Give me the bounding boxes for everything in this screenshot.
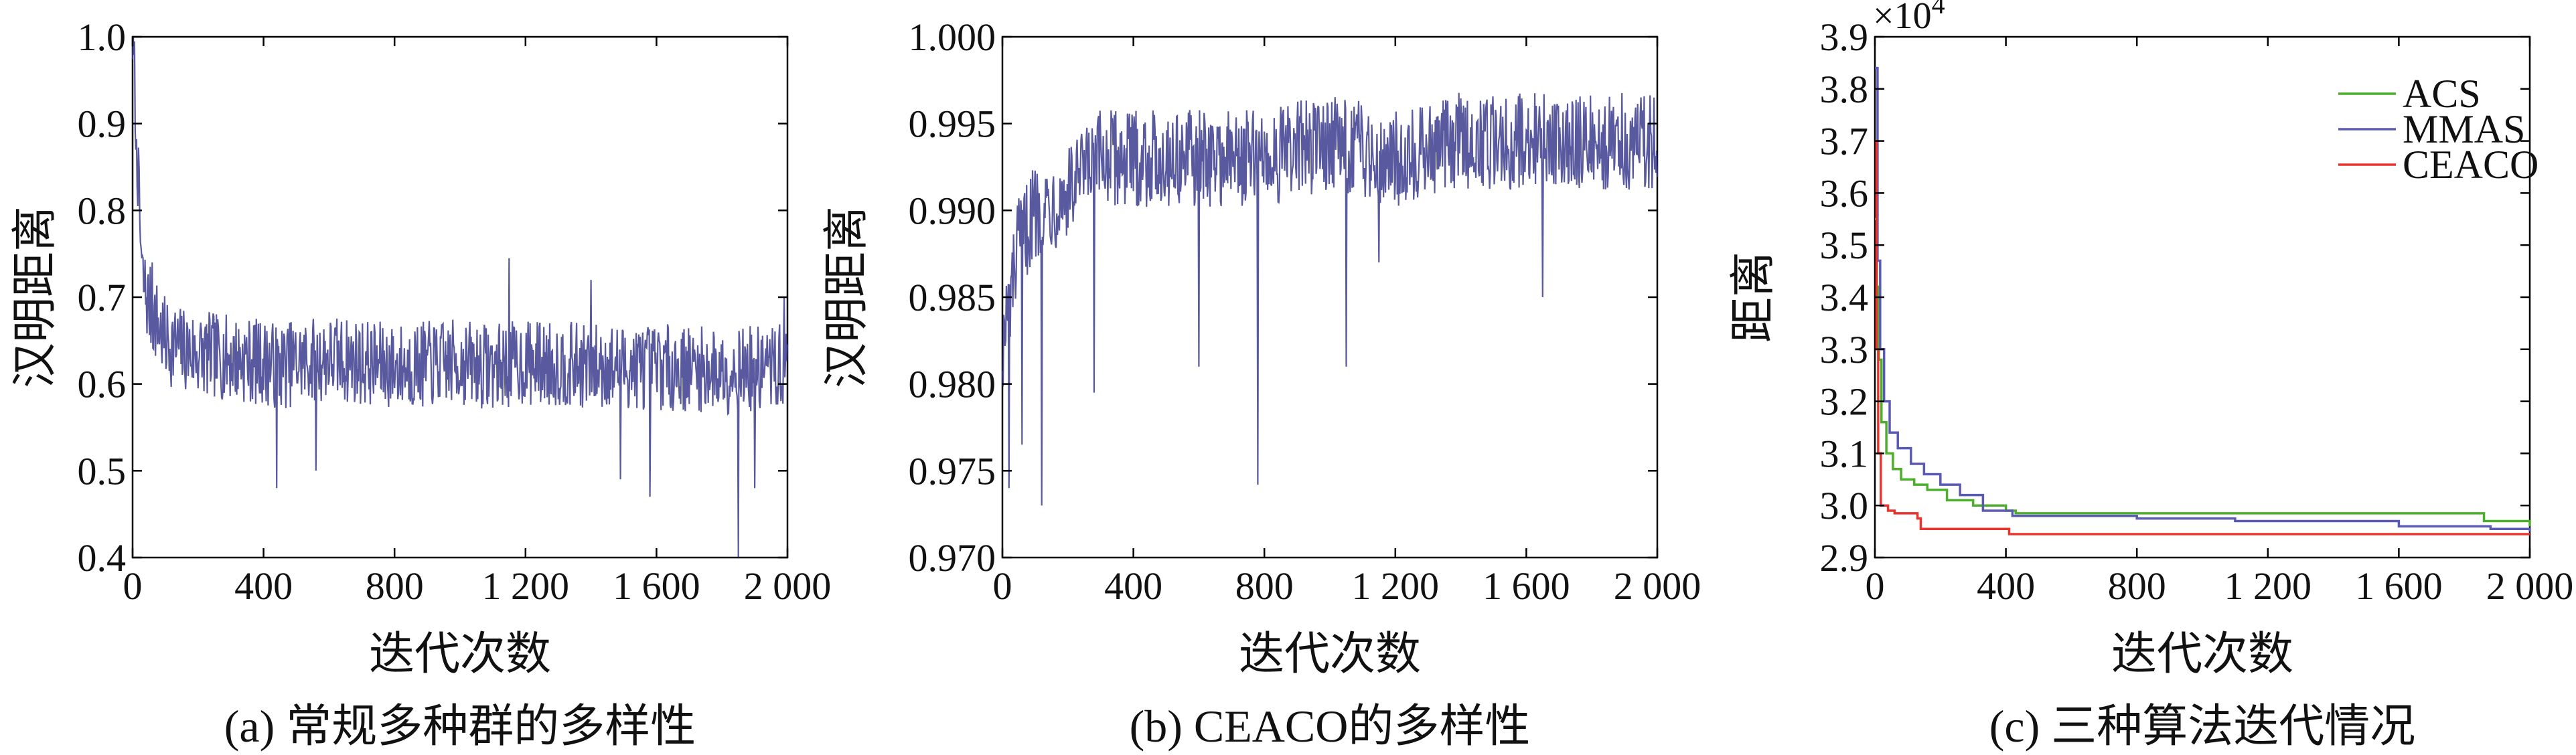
chart-c-x-tick-label: 400 [1977, 564, 2035, 608]
chart-c-y-tick-label: 3.7 [1820, 120, 1869, 163]
chart-c-y-scale-label: ×104 [1873, 0, 1945, 37]
chart-a-series-layer [131, 36, 789, 558]
chart-a-ylabel: 汉明距离 [9, 206, 60, 388]
chart-c-y-tick-label: 3.2 [1820, 380, 1869, 424]
chart-b-x-tick-label: 1 200 [1352, 564, 1440, 608]
chart-a: 0 400 800 1 200 1 600 2 000 0.4 0.5 0.6 0.7 0.8 0.9… [9, 15, 831, 752]
chart-a-x-tick-label: 0 [123, 564, 143, 608]
chart-a-y-tick-label: 1.0 [78, 15, 127, 59]
chart-c-y-tick-label: 3.9 [1820, 15, 1869, 59]
chart-c-x-tick-label: 800 [2108, 564, 2166, 608]
chart-a-caption: (a) 常规多种群的多样性 [224, 701, 696, 752]
chart-a-y-tick-label: 0.9 [78, 102, 127, 146]
chart-c-ylabel: 距离 [1728, 252, 1778, 343]
chart-a-y-tick-label: 0.8 [78, 189, 127, 232]
chart-a-plot-area [131, 35, 789, 559]
chart-a-ticks: 0 400 800 1 200 1 600 2 000 0.4 0.5 0.6 0.7 0.8 0.9… [78, 15, 832, 608]
chart-b-x-tick-label: 800 [1235, 564, 1294, 608]
chart-b-y-tick-label: 0.980 [909, 363, 996, 406]
chart-c-x-tick-label: 2 000 [2486, 564, 2574, 608]
chart-b-y-tick-label: 1.000 [909, 15, 996, 59]
legend-label-acs: ACS [2403, 72, 2481, 116]
chart-b-x-tick-label: 0 [993, 564, 1012, 608]
chart-c-caption: (c) 三种算法迭代情况 [1989, 701, 2415, 752]
chart-c-ticks: 0 400 800 1 200 1 600 2 000 2.9 3.0 3.1 3.2 3.3 3.4… [1820, 15, 2574, 608]
chart-a-series-line [131, 36, 789, 558]
chart-c-y-tick-label: 2.9 [1820, 536, 1869, 580]
series-line-mmas [1875, 66, 2531, 532]
chart-a-x-tick-label: 400 [234, 564, 293, 608]
chart-b-xlabel: 迭代次数 [1239, 628, 1421, 679]
series-line-ceaco [1875, 139, 2530, 535]
chart-b-y-tick-label: 0.990 [909, 189, 996, 232]
chart-a-x-tick-label: 1 600 [613, 564, 700, 608]
chart-a-y-tick-label: 0.5 [78, 449, 127, 493]
chart-b-x-tick-label: 400 [1104, 564, 1162, 608]
chart-b-y-tick-label: 0.975 [909, 449, 996, 493]
chart-b-y-tick-label: 0.995 [909, 102, 996, 146]
legend-label-mmas: MMAS [2403, 107, 2525, 151]
chart-b-y-tick-label: 0.985 [909, 276, 996, 319]
chart-c: 0 400 800 1 200 1 600 2 000 2.9 3.0 3.1 3.2 3.3 3.4… [1728, 0, 2573, 752]
chart-c-y-scale-base: ×10 [1873, 0, 1932, 37]
chart-c-y-tick-label: 3.3 [1820, 328, 1869, 371]
chart-c-x-tick-label: 0 [1866, 564, 1885, 608]
chart-a-y-tick-label: 0.6 [78, 363, 127, 406]
legend-label-ceaco: CEACO [2403, 143, 2539, 187]
chart-c-y-tick-label: 3.8 [1820, 68, 1869, 111]
chart-a-x-tick-label: 1 200 [482, 564, 570, 608]
chart-b-ylabel: 汉明距离 [821, 206, 872, 388]
series-line-acs [1875, 218, 2531, 527]
chart-c-y-tick-label: 3.4 [1820, 276, 1869, 319]
chart-a-x-tick-label: 800 [366, 564, 424, 608]
chart-c-y-scale-exponent: 4 [1932, 0, 1945, 19]
chart-b-caption: (b) CEACO的多样性 [1130, 701, 1531, 752]
chart-c-xlabel: 迭代次数 [2111, 628, 2293, 679]
chart-b-x-tick-label: 1 600 [1483, 564, 1570, 608]
chart-c-x-tick-label: 1 600 [2355, 564, 2443, 608]
chart-c-y-tick-label: 3.0 [1820, 484, 1869, 527]
chart-a-y-tick-label: 0.7 [78, 276, 127, 319]
chart-c-y-tick-label: 3.6 [1820, 171, 1869, 215]
chart-c-legend: ACS MMAS CEACO [2338, 72, 2539, 187]
chart-b-series-layer [1001, 92, 1659, 506]
chart-c-x-tick-label: 1 200 [2224, 564, 2312, 608]
chart-c-y-tick-label: 3.1 [1820, 432, 1869, 475]
chart-a-y-tick-label: 0.4 [78, 536, 127, 580]
chart-b-x-tick-label: 2 000 [1614, 564, 1701, 608]
chart-b-y-tick-label: 0.970 [909, 536, 996, 580]
chart-b: 0 400 800 1 200 1 600 2 000 0.970 0.975 0.980 0.9… [821, 15, 1701, 752]
chart-b-ticks: 0 400 800 1 200 1 600 2 000 0.970 0.975 0.980 0.9… [909, 15, 1701, 608]
chart-a-xlabel: 迭代次数 [369, 628, 551, 679]
chart-a-x-tick-label: 2 000 [744, 564, 832, 608]
chart-b-series-line [1001, 92, 1659, 506]
chart-c-y-tick-label: 3.5 [1820, 224, 1869, 267]
